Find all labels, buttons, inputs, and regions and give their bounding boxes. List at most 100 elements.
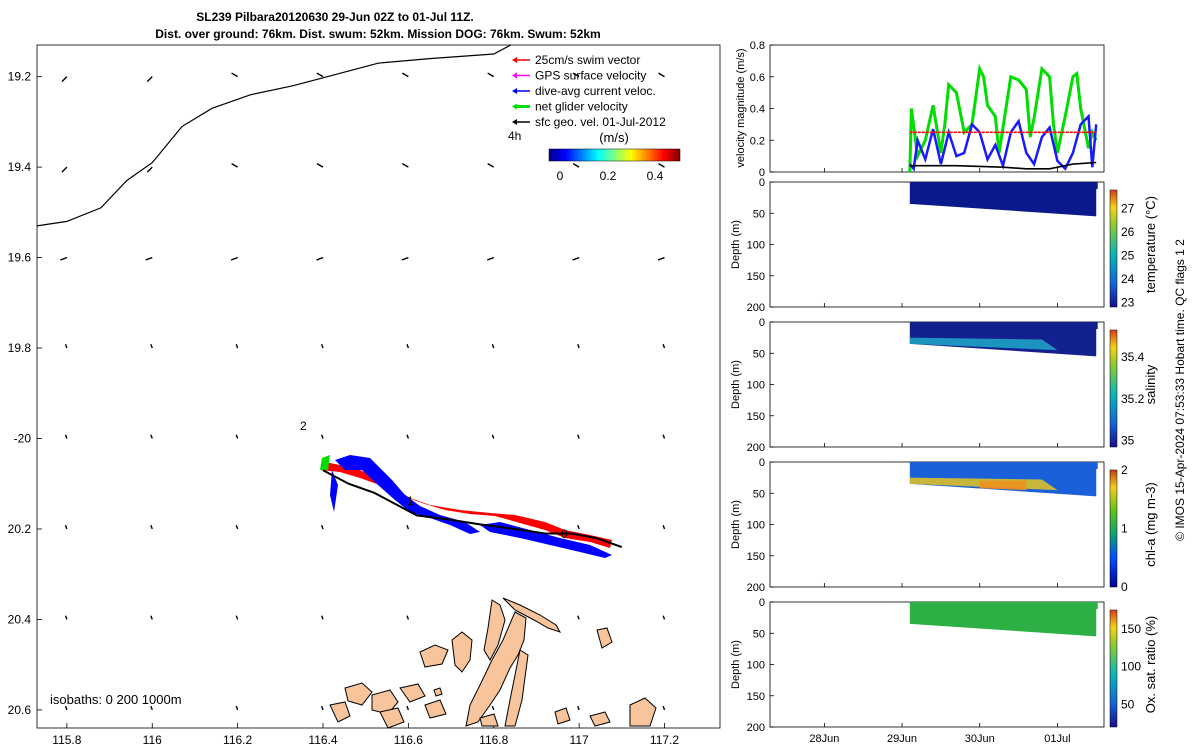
map-y-tick-label: 20.4 xyxy=(8,612,32,626)
section-profile-mark xyxy=(1054,462,1058,469)
map-x-tick-label: 116 xyxy=(143,733,162,747)
section-profile-mark xyxy=(1087,462,1091,469)
section-profile-mark xyxy=(1047,182,1051,189)
map-x-tick-label: 116.6 xyxy=(394,733,423,747)
section-profile-mark xyxy=(1057,322,1061,329)
legend-arrowhead xyxy=(512,103,517,110)
map-y-tick-label: 19.2 xyxy=(8,70,32,84)
section-profile-mark xyxy=(1081,602,1085,609)
surface-velocity-arrow xyxy=(577,344,580,349)
colorbar-tick-label: 27 xyxy=(1121,202,1135,216)
section-y-tick-label: 100 xyxy=(747,660,765,672)
map-x-tick-label: 117.2 xyxy=(650,733,679,747)
section-profile-mark xyxy=(1020,322,1024,329)
surface-velocity-arrow xyxy=(146,166,153,173)
track-label-0: 0 xyxy=(561,527,568,541)
section-profile-mark xyxy=(1020,182,1024,189)
surface-velocity-arrow xyxy=(658,72,665,78)
section-profile-mark xyxy=(1094,602,1098,609)
colorbar-tick-label: 1 xyxy=(1121,522,1128,536)
surface-velocity-arrow xyxy=(491,705,495,711)
island xyxy=(451,631,473,673)
surface-velocity-arrow xyxy=(146,76,153,83)
section-profile-mark xyxy=(1050,322,1054,329)
section-profile-mark xyxy=(1033,462,1037,469)
surface-velocity-arrow xyxy=(150,705,153,711)
island xyxy=(419,644,449,668)
section-profile-mark xyxy=(1040,462,1044,469)
colorbar-tick-label: 100 xyxy=(1121,660,1141,674)
section-profile-mark xyxy=(1067,602,1071,609)
section-data-band xyxy=(909,337,1058,351)
surface-velocity-arrow xyxy=(64,524,68,530)
section-profile-mark xyxy=(1067,182,1071,189)
swim-vector-band xyxy=(320,462,612,548)
time-tick-label: 01Jul xyxy=(1044,733,1070,745)
colorbar-tick-label: 24 xyxy=(1121,272,1135,286)
island xyxy=(465,611,527,727)
section-profile-mark xyxy=(1027,182,1031,189)
section-profile-mark xyxy=(1074,602,1078,609)
current-velocity-band xyxy=(480,522,612,558)
island xyxy=(629,697,657,727)
section-profile-mark xyxy=(1027,602,1031,609)
surface-velocity-arrow xyxy=(235,615,239,620)
surface-velocity-arrow xyxy=(491,344,495,349)
section-profile-mark xyxy=(1060,462,1064,469)
section-profile-mark xyxy=(1064,322,1068,329)
section-profile-mark xyxy=(1094,182,1098,189)
velocity-y-tick-label: 0 xyxy=(759,167,765,179)
section-profile-mark xyxy=(1074,182,1078,189)
surface-velocity-arrow xyxy=(406,615,410,620)
surface-velocity-arrow xyxy=(577,705,580,711)
velocity-panel: 0 0.2 0.4 0.6 0.8 velocity magnitude (m/s) xyxy=(735,40,1105,179)
section-profile-mark xyxy=(1054,602,1058,609)
section-profile-mark xyxy=(1044,462,1048,469)
section-y-tick-label: 0 xyxy=(759,317,765,329)
section-profile-mark xyxy=(1023,602,1027,609)
section-profile-mark xyxy=(1050,602,1054,609)
island xyxy=(399,683,426,703)
map-legend: 25cm/s swim vector GPS surface velocitydi… xyxy=(508,53,681,183)
section-data-band xyxy=(979,480,1027,491)
legend-arrowhead xyxy=(512,72,517,79)
section-profile-mark xyxy=(1040,322,1044,329)
section-profile-mark xyxy=(1033,182,1037,189)
section-profile-mark xyxy=(1037,182,1041,189)
surface-velocity-arrow xyxy=(577,434,580,439)
surface-velocity-arrow xyxy=(572,163,580,168)
imos-credit: © IMOS 15-Apr-2024 07:53:33 Hobart time.… xyxy=(1173,239,1187,541)
velocity-series xyxy=(908,63,1098,173)
colorbar-tick-label: 150 xyxy=(1121,622,1141,636)
colorbar-tick-0: 0 xyxy=(557,169,564,183)
section-y-tick-label: 200 xyxy=(747,582,765,594)
section-profile-mark xyxy=(1037,462,1041,469)
section-profile-mark xyxy=(1057,462,1061,469)
section-profile-mark xyxy=(1033,602,1037,609)
section-y-tick-label: 150 xyxy=(747,551,765,563)
island xyxy=(479,713,499,727)
section-profile-mark xyxy=(1050,182,1054,189)
section-profile-mark xyxy=(1064,462,1068,469)
surface-velocity-arrow xyxy=(487,72,495,78)
section-y-tick-label: 100 xyxy=(747,520,765,532)
surface-velocity-arrow xyxy=(235,434,239,439)
section-profile-mark xyxy=(1030,462,1034,469)
section-profile-mark xyxy=(1081,322,1085,329)
colorbar-tick-label: 50 xyxy=(1121,697,1135,711)
section-profile-mark xyxy=(1077,182,1081,189)
section-ylabel: Depth (m) xyxy=(730,220,742,269)
colorbar-tick-2: 0.4 xyxy=(647,169,664,183)
surface-velocity-arrow xyxy=(406,434,410,439)
section-profile-mark xyxy=(1040,182,1044,189)
section-profile-mark xyxy=(1017,462,1021,469)
island xyxy=(504,649,529,727)
section-y-tick-label: 200 xyxy=(747,722,765,734)
section-profile-mark xyxy=(1017,322,1021,329)
legend-label: net glider velocity xyxy=(535,100,628,114)
legend-label: dive-avg current veloc. xyxy=(535,84,656,98)
surface-velocity-arrow xyxy=(401,72,409,78)
section-profile-mark xyxy=(1017,182,1021,189)
